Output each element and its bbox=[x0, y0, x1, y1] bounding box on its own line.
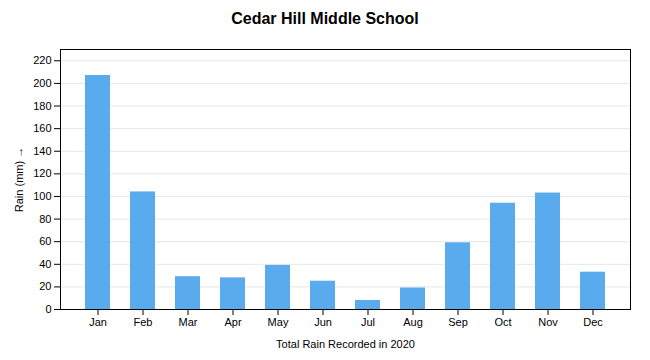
svg-text:160: 160 bbox=[33, 122, 51, 134]
svg-text:Sep: Sep bbox=[448, 316, 468, 328]
svg-text:Jan: Jan bbox=[89, 316, 107, 328]
svg-text:Jul: Jul bbox=[361, 316, 375, 328]
svg-text:Jun: Jun bbox=[314, 316, 332, 328]
svg-text:Dec: Dec bbox=[583, 316, 603, 328]
svg-text:100: 100 bbox=[33, 190, 51, 202]
svg-text:Feb: Feb bbox=[134, 316, 153, 328]
svg-text:Nov: Nov bbox=[538, 316, 558, 328]
svg-text:20: 20 bbox=[39, 280, 51, 292]
svg-text:Apr: Apr bbox=[224, 316, 241, 328]
svg-text:May: May bbox=[268, 316, 289, 328]
svg-text:Mar: Mar bbox=[179, 316, 198, 328]
svg-text:Oct: Oct bbox=[494, 316, 511, 328]
svg-text:0: 0 bbox=[45, 303, 51, 315]
svg-text:220: 220 bbox=[33, 54, 51, 66]
svg-text:40: 40 bbox=[39, 258, 51, 270]
svg-text:120: 120 bbox=[33, 167, 51, 179]
svg-text:Aug: Aug bbox=[403, 316, 423, 328]
svg-text:80: 80 bbox=[39, 213, 51, 225]
svg-text:180: 180 bbox=[33, 100, 51, 112]
svg-text:Rain (mm) →: Rain (mm) → bbox=[13, 147, 25, 212]
svg-text:Total Rain Recorded in 2020: Total Rain Recorded in 2020 bbox=[276, 338, 415, 350]
html-text:Cedar Hill Middle School: Cedar Hill Middle School bbox=[231, 10, 419, 27]
svg-text:200: 200 bbox=[33, 77, 51, 89]
svg-text:140: 140 bbox=[33, 145, 51, 157]
svg-text:60: 60 bbox=[39, 235, 51, 247]
